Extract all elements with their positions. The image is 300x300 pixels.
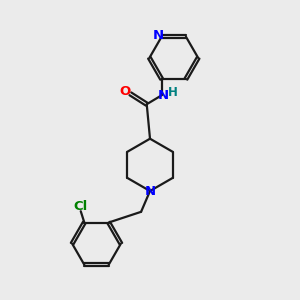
Text: Cl: Cl xyxy=(74,200,88,213)
Text: N: N xyxy=(158,89,169,102)
Text: H: H xyxy=(168,86,178,99)
Text: N: N xyxy=(145,185,156,198)
Text: O: O xyxy=(119,85,131,98)
Text: N: N xyxy=(152,29,164,42)
